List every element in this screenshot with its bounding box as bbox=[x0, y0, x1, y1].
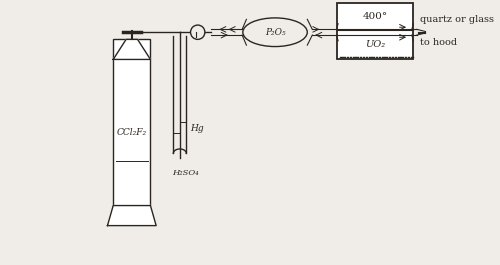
Bar bbox=[338, 3, 412, 59]
Text: quartz or glass: quartz or glass bbox=[420, 15, 494, 24]
Text: CCl₂F₂: CCl₂F₂ bbox=[117, 128, 147, 137]
Text: to hood: to hood bbox=[420, 38, 457, 47]
Text: P₂O₅: P₂O₅ bbox=[265, 28, 285, 37]
Text: 400°: 400° bbox=[362, 12, 388, 21]
Text: H₂SO₄: H₂SO₄ bbox=[172, 169, 199, 177]
Bar bbox=[113, 39, 150, 206]
Text: UO₂: UO₂ bbox=[365, 40, 385, 49]
Text: Hg: Hg bbox=[190, 125, 204, 133]
Polygon shape bbox=[108, 206, 156, 226]
Polygon shape bbox=[113, 39, 150, 59]
